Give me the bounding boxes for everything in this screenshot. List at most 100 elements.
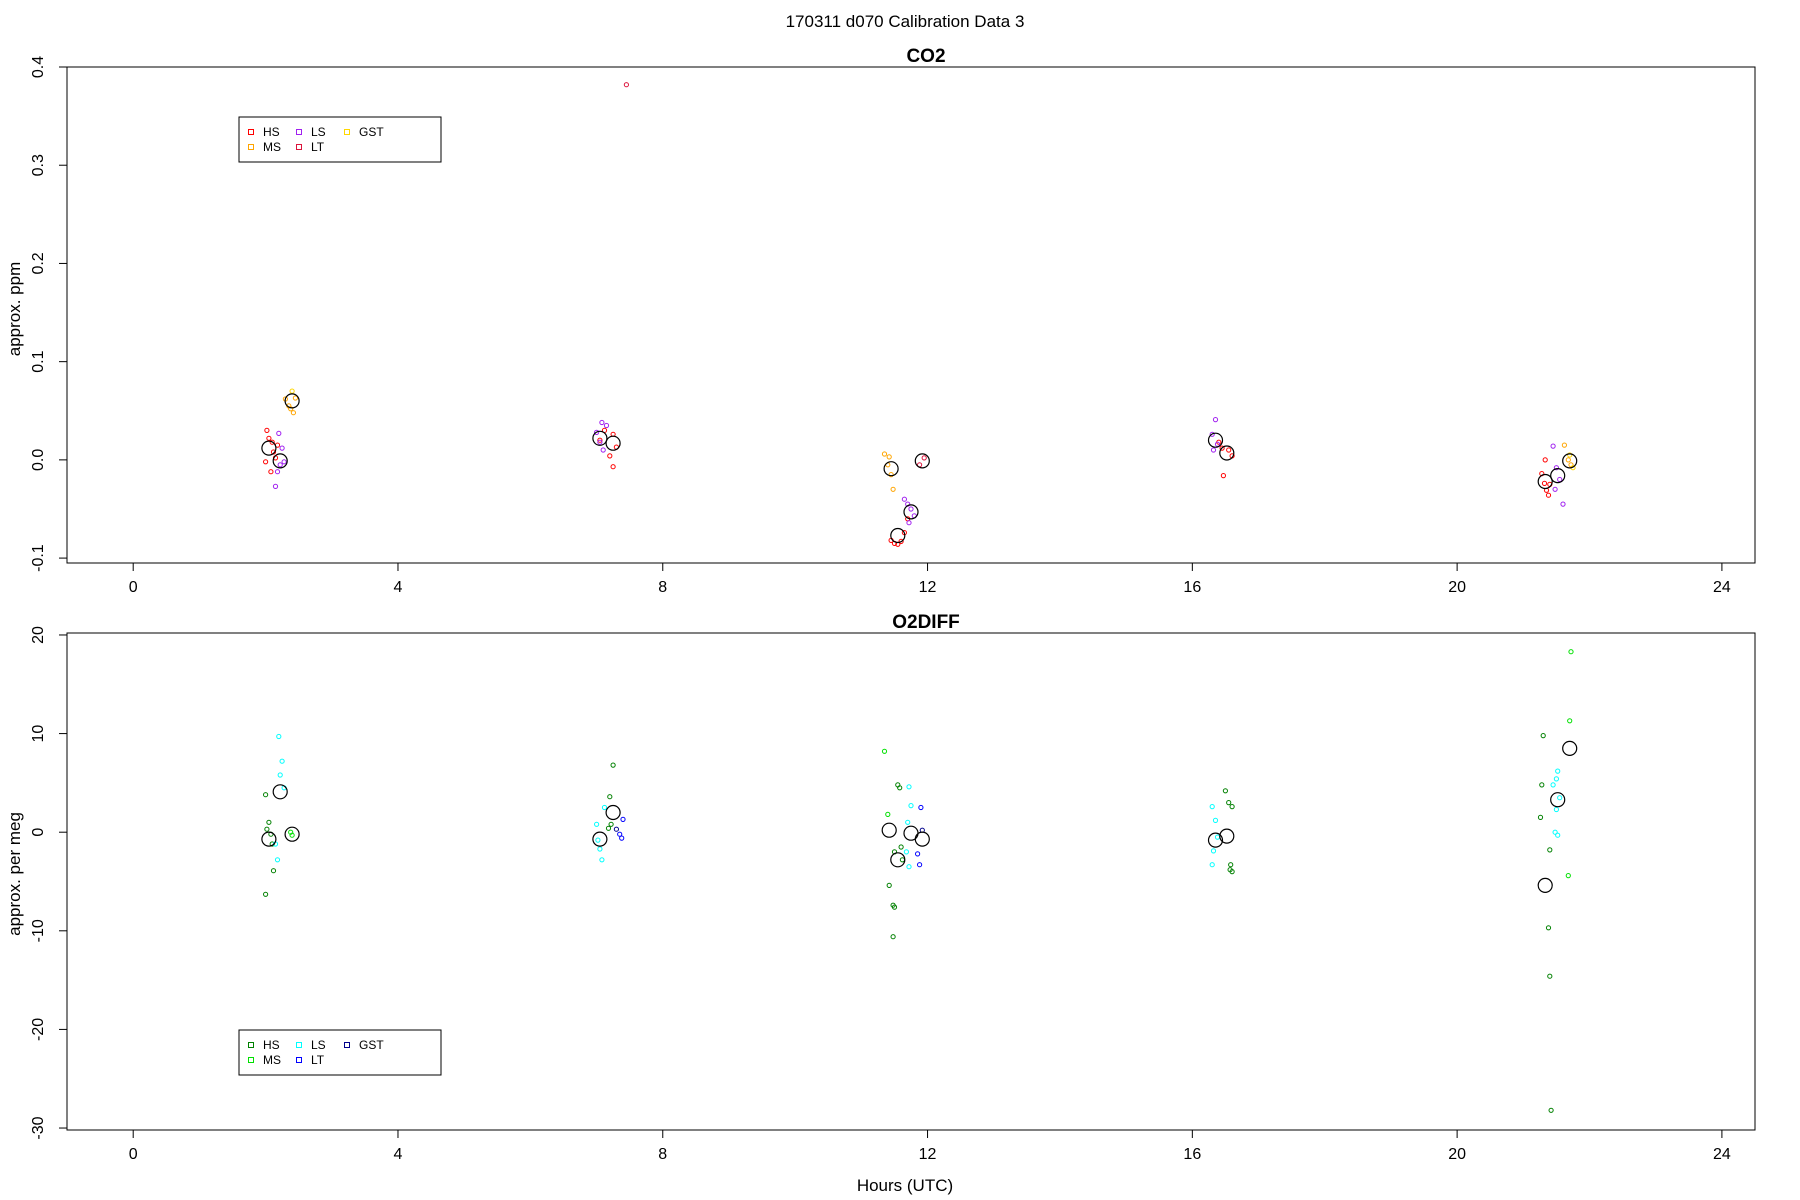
o2diff-point-ms xyxy=(1565,873,1571,879)
co2-mean-point xyxy=(1219,445,1235,461)
o2diff-point-hs xyxy=(1228,862,1234,868)
o2diff-mean-point xyxy=(881,822,897,838)
co2-point-ls xyxy=(1209,431,1215,437)
co2-point-hs xyxy=(268,469,274,475)
co2-point-ls xyxy=(1560,501,1566,507)
o2diff-point-ls xyxy=(276,733,282,740)
co2-point-hs xyxy=(1220,473,1227,479)
o2diff-point-hs xyxy=(1545,925,1552,931)
co2-point-gst xyxy=(1567,452,1573,458)
o2diff-point-ls xyxy=(903,849,910,855)
o2diff-point-hs xyxy=(263,891,269,897)
co2-series-lt xyxy=(623,82,927,468)
co2-legend-label-gst: GST xyxy=(359,125,384,139)
figure-title: 170311 d070 Calibration Data 3 xyxy=(786,12,1025,31)
o2diff-legend-label-hs: HS xyxy=(263,1038,280,1052)
o2diff-point-hs xyxy=(1229,869,1235,875)
o2diff-point-hs xyxy=(607,794,613,800)
co2-point-ms xyxy=(288,406,294,412)
co2-mean-point xyxy=(1550,468,1566,484)
co2-mean-point xyxy=(1207,432,1224,448)
co2-point-hs xyxy=(264,427,270,433)
co2-y-axis-label: approx. ppm xyxy=(5,262,24,357)
o2diff-point-ls xyxy=(1552,829,1558,835)
o2diff-legend-label-gst: GST xyxy=(359,1038,384,1052)
co2-point-ls xyxy=(1553,465,1560,471)
co2-legend-marker-gst xyxy=(344,129,350,135)
o2diff-x-axis-label: Hours (UTC) xyxy=(857,1176,953,1195)
o2diff-point-ls xyxy=(599,857,605,863)
co2-point-ms xyxy=(1561,442,1568,448)
co2-mean-point xyxy=(592,430,608,446)
co2-mean-point xyxy=(1562,453,1578,469)
o2diff-series-ms xyxy=(288,649,1574,879)
co2-point-ms xyxy=(890,486,896,492)
o2diff-point-hs xyxy=(899,857,906,863)
co2-point-hs xyxy=(263,459,269,465)
o2diff-point-ls xyxy=(1214,834,1221,840)
o2diff-point-ls xyxy=(1212,817,1219,824)
o2diff-point-hs xyxy=(1229,804,1235,810)
o2diff-panel: O2DIFF approx. per meg Hours (UTC) 0 4 8 12… xyxy=(5,612,1756,1195)
co2-point-ls xyxy=(906,520,912,526)
o2diff-point-ls xyxy=(1210,848,1217,854)
co2-x-tick-label: 20 xyxy=(1448,579,1466,596)
o2diff-legend-marker-gst xyxy=(344,1042,350,1048)
o2diff-point-hs xyxy=(264,826,270,832)
o2diff-mean-point xyxy=(1550,792,1566,808)
co2-point-ls xyxy=(600,447,606,453)
o2diff-plot-frame xyxy=(66,632,1756,1131)
o2diff-point-hs xyxy=(608,821,614,827)
o2diff-series-mean xyxy=(261,740,1578,894)
co2-x-tick-label: 8 xyxy=(658,579,667,596)
co2-y-tick-label: 0.3 xyxy=(30,154,47,176)
co2-point-ls xyxy=(1210,447,1217,453)
o2diff-point-hs xyxy=(1547,847,1553,853)
o2diff-point-ls xyxy=(1555,768,1561,774)
co2-point-ls xyxy=(276,430,282,436)
o2diff-y-axis-label: approx. per meg xyxy=(5,812,24,936)
o2diff-legend-marker-ms xyxy=(248,1057,254,1063)
o2diff-x-tick-label: 24 xyxy=(1713,1146,1731,1163)
o2diff-x-tick-label: 8 xyxy=(658,1146,667,1163)
co2-mean-point xyxy=(605,435,621,451)
co2-x-tick-label: 24 xyxy=(1713,579,1731,596)
co2-point-ls xyxy=(274,469,281,475)
o2diff-point-hs xyxy=(610,762,616,768)
co2-y-tick-label: -0.1 xyxy=(30,544,47,572)
o2diff-point-ms xyxy=(288,829,294,835)
o2diff-x-tick-label: 20 xyxy=(1448,1146,1466,1163)
co2-series-ms xyxy=(282,395,1574,492)
o2diff-point-ls xyxy=(905,819,911,825)
o2diff-point-ms xyxy=(289,832,295,838)
o2diff-panel-title: O2DIFF xyxy=(892,612,960,633)
o2diff-y-tick-label: -30 xyxy=(30,1116,47,1139)
co2-point-ms xyxy=(290,410,296,416)
co2-point-ls xyxy=(594,429,600,435)
co2-point-ms xyxy=(888,472,894,478)
o2diff-point-hs xyxy=(891,904,898,910)
co2-point-ls xyxy=(901,496,908,502)
o2diff-point-hs xyxy=(890,934,896,940)
o2diff-y-tick-label: -10 xyxy=(30,919,47,942)
o2diff-legend-label-ms: MS xyxy=(263,1053,281,1067)
o2diff-y-tick-label: 0 xyxy=(30,828,47,837)
o2diff-point-ls xyxy=(1555,832,1561,838)
co2-point-lt xyxy=(623,82,630,88)
o2diff-series-gst xyxy=(613,826,925,833)
co2-legend-marker-ms xyxy=(248,144,254,150)
co2-mean-point xyxy=(903,504,919,520)
o2diff-point-ls xyxy=(597,846,603,852)
o2diff-point-hs xyxy=(1222,788,1229,794)
co2-legend-box xyxy=(238,116,442,163)
o2diff-point-ls xyxy=(1553,776,1560,782)
o2diff-point-ls xyxy=(1557,795,1563,801)
o2diff-point-ls xyxy=(906,864,912,870)
co2-plot-frame xyxy=(66,66,1756,564)
o2diff-point-ls xyxy=(1550,782,1556,788)
co2-point-hs xyxy=(1219,445,1225,451)
o2diff-point-ls xyxy=(594,821,600,827)
o2diff-point-hs xyxy=(270,868,277,874)
o2diff-legend-box xyxy=(238,1029,442,1076)
o2diff-mean-point xyxy=(1537,877,1553,894)
